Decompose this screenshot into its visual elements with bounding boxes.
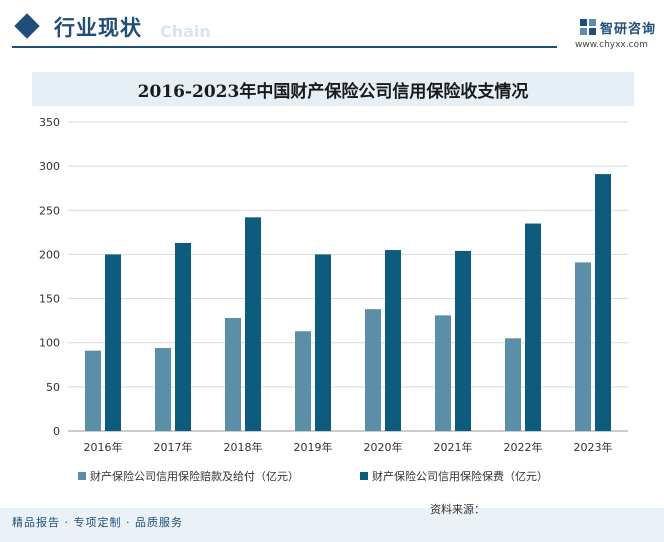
bar-premiums	[455, 250, 471, 431]
bar-payouts	[155, 348, 171, 431]
section-diamond-icon	[14, 13, 40, 39]
brand-name: 智研咨询	[600, 22, 657, 37]
legend-item-premiums: 财产保险公司信用保险保费（亿元）	[360, 468, 548, 484]
y-tick-label: 100	[39, 337, 60, 350]
bar-premiums	[175, 242, 191, 431]
y-tick-label: 250	[39, 204, 60, 217]
header: 行业现状 Chain 智研咨询 www.chyxx.com	[0, 0, 664, 52]
y-tick-label: 200	[39, 248, 60, 261]
bar-premiums	[385, 250, 401, 431]
header-divider	[12, 46, 557, 48]
legend-label-premiums: 财产保险公司信用保险保费（亿元）	[372, 470, 548, 483]
bar-payouts	[505, 338, 521, 431]
section-subtitle: Chain	[160, 22, 211, 41]
bar-premiums	[315, 254, 331, 431]
bar-payouts	[435, 315, 451, 431]
x-tick-label: 2021年	[434, 440, 473, 454]
section-title: 行业现状	[54, 16, 142, 40]
bar-payouts	[225, 317, 241, 431]
y-tick-label: 0	[53, 425, 60, 438]
bar-payouts	[575, 262, 591, 431]
bar-payouts	[85, 350, 101, 431]
source-note: 资料来源：	[430, 503, 485, 516]
bar-premiums	[245, 217, 261, 431]
chart-legend: 财产保险公司信用保险赔款及给付（亿元） 财产保险公司信用保险保费（亿元）	[78, 468, 638, 486]
bar-premiums	[525, 223, 541, 431]
legend-label-payouts: 财产保险公司信用保险赔款及给付（亿元）	[90, 470, 299, 483]
bar-payouts	[365, 309, 381, 431]
x-tick-label: 2020年	[364, 440, 403, 454]
bar-payouts	[295, 331, 311, 431]
bar-premiums	[105, 254, 121, 431]
x-tick-label: 2016年	[84, 440, 123, 454]
footer-tagline: 精品报告 · 专项定制 · 品质服务	[12, 516, 183, 529]
x-tick-label: 2019年	[294, 440, 333, 454]
footer-bar	[0, 508, 664, 542]
bar-premiums	[595, 174, 611, 431]
chart-title: 2016-2023年中国财产保险公司信用保险收支情况	[137, 82, 529, 102]
legend-swatch-premiums	[360, 472, 368, 480]
legend-item-payouts: 财产保险公司信用保险赔款及给付（亿元）	[78, 468, 299, 484]
x-tick-label: 2017年	[154, 440, 193, 454]
x-tick-label: 2023年	[574, 440, 613, 454]
chart-title-band: 2016-2023年中国财产保险公司信用保险收支情况	[32, 72, 634, 106]
brand-url: www.chyxx.com	[575, 40, 648, 50]
x-tick-label: 2018年	[224, 440, 263, 454]
y-tick-label: 150	[39, 293, 60, 306]
y-tick-label: 50	[46, 381, 60, 394]
legend-swatch-payouts	[78, 472, 86, 480]
bar-chart: 350 300 250 200 150 100 50 0 2016年 2017年 2018年 2019…	[39, 116, 628, 454]
x-tick-label: 2022年	[504, 440, 543, 454]
y-tick-label: 300	[39, 160, 60, 173]
brand-logo-icon	[580, 19, 596, 35]
y-tick-label: 350	[39, 116, 60, 129]
